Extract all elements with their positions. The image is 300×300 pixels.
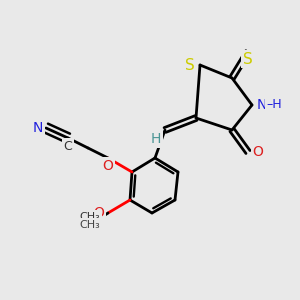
Text: CH₃: CH₃ [80, 220, 100, 230]
Text: C: C [64, 140, 72, 152]
Text: N: N [33, 121, 43, 135]
Text: H: H [151, 132, 161, 146]
Text: S: S [243, 52, 253, 67]
Text: –H: –H [266, 98, 282, 112]
Text: N: N [257, 98, 267, 112]
Text: O: O [103, 159, 113, 173]
Text: CH₃: CH₃ [80, 212, 100, 222]
Text: S: S [185, 58, 195, 73]
Text: O: O [94, 206, 104, 220]
Text: O: O [253, 145, 263, 159]
